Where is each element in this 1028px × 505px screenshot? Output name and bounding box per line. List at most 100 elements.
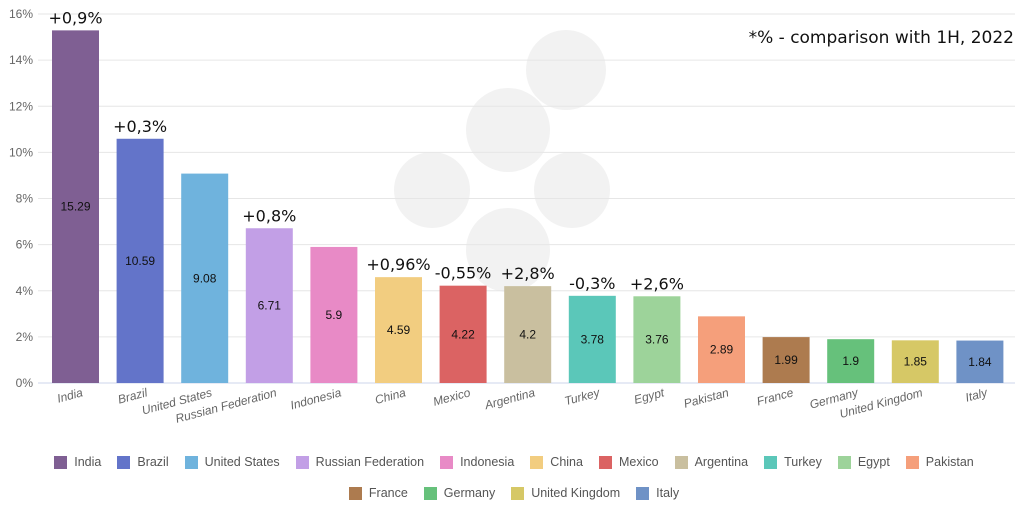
data-label: 9.08	[193, 271, 217, 285]
bar-turkey[interactable]	[568, 295, 616, 383]
change-annotation: +2,8%	[501, 264, 555, 283]
legend-swatch	[511, 486, 525, 500]
data-label: 4.59	[387, 323, 411, 337]
legend-item[interactable]: Italy	[636, 483, 679, 503]
legend-swatch	[674, 455, 688, 469]
change-annotation: +0,8%	[242, 206, 296, 225]
legend-label: United Kingdom	[531, 486, 621, 500]
data-label: 6.71	[258, 299, 282, 313]
legend-swatch	[598, 455, 612, 469]
bar-india[interactable]	[52, 30, 99, 383]
x-tick-label: Egypt	[632, 385, 666, 407]
change-annotation: +2,6%	[630, 274, 684, 293]
y-tick-label: 4%	[16, 284, 34, 298]
data-label: 10.59	[125, 254, 155, 268]
y-tick-label: 0%	[16, 376, 34, 390]
legend-label: India	[74, 455, 102, 469]
x-tick-label: Turkey	[563, 385, 602, 408]
legend-label: Italy	[656, 486, 680, 500]
bar-argentina[interactable]	[504, 286, 552, 383]
bar-pakistan[interactable]	[698, 316, 745, 383]
y-tick-label: 14%	[9, 53, 33, 67]
legend-item[interactable]: France	[348, 483, 408, 503]
legend-label: United States	[204, 455, 280, 469]
legend-item[interactable]: Mexico	[598, 452, 659, 472]
legend-item[interactable]: Turkey	[764, 452, 822, 472]
legend-label: Turkey	[784, 455, 822, 469]
bar-united-states[interactable]	[181, 173, 229, 383]
legend-item[interactable]: India	[54, 452, 101, 472]
legend-item[interactable]: Germany	[423, 483, 496, 503]
bar-italy[interactable]	[956, 340, 1004, 383]
watermark-logo	[394, 30, 610, 292]
legend-item[interactable]: United States	[184, 452, 280, 472]
legend-label: Mexico	[618, 455, 659, 469]
y-tick-label: 16%	[9, 7, 33, 21]
legend-swatch	[530, 455, 544, 469]
x-tick-label: Mexico	[432, 385, 473, 408]
data-label: 1.9	[842, 354, 859, 368]
legend-swatch	[184, 455, 198, 469]
data-label: 5.9	[326, 308, 343, 322]
legend-label: Argentina	[694, 455, 749, 469]
change-annotation: +0,3%	[113, 117, 167, 136]
change-annotation: -0,55%	[435, 264, 492, 283]
legend-item[interactable]: Pakistan	[905, 452, 974, 472]
bar-france[interactable]	[762, 337, 810, 383]
legend-swatch	[764, 455, 778, 469]
x-tick-label: France	[755, 385, 795, 408]
bar-united-kingdom[interactable]	[891, 340, 939, 383]
bar-china[interactable]	[375, 277, 422, 383]
change-annotation: -0,3%	[569, 274, 615, 293]
legend-item[interactable]: China	[530, 452, 583, 472]
data-label: 3.76	[645, 333, 669, 347]
x-tick-label: Italy	[964, 385, 990, 404]
legend-item[interactable]: United Kingdom	[511, 483, 620, 503]
legend-item[interactable]: Brazil	[117, 452, 169, 472]
x-tick-label: China	[373, 385, 407, 407]
legend-swatch	[348, 486, 362, 500]
x-tick-label: India	[56, 385, 85, 405]
bar-egypt[interactable]	[633, 296, 681, 383]
legend-swatch	[117, 455, 131, 469]
bar-brazil[interactable]	[116, 138, 164, 383]
x-tick-label: Indonesia	[289, 385, 343, 412]
legend-swatch	[423, 486, 437, 500]
legend-item[interactable]: Egypt	[837, 452, 890, 472]
comparison-note: *% - comparison with 1H, 2022	[748, 28, 1014, 48]
legend-label: Pakistan	[925, 455, 974, 469]
legend-label: Indonesia	[460, 455, 515, 469]
y-tick-label: 12%	[9, 99, 33, 113]
legend-label: Egypt	[857, 455, 890, 469]
data-label: 1.84	[968, 355, 992, 369]
legend-label: Germany	[443, 486, 496, 500]
legend-item[interactable]: Argentina	[674, 452, 749, 472]
data-label: 2.89	[710, 343, 734, 357]
y-tick-label: 2%	[16, 330, 34, 344]
data-label: 3.78	[581, 332, 605, 346]
legend-item[interactable]: Russian Federation	[295, 452, 425, 472]
bar-indonesia[interactable]	[310, 246, 358, 383]
legend-swatch	[440, 455, 454, 469]
data-label: 4.22	[451, 327, 475, 341]
bar-russian-federation[interactable]	[245, 228, 293, 383]
y-tick-label: 6%	[16, 238, 34, 252]
x-tick-label: Pakistan	[682, 385, 730, 411]
change-annotation: +0,96%	[366, 255, 430, 274]
bar-germany[interactable]	[827, 339, 875, 383]
legend-swatch	[905, 455, 919, 469]
legend-label: China	[550, 455, 583, 469]
legend-label: France	[368, 486, 408, 500]
data-label: 1.99	[774, 353, 798, 367]
y-tick-label: 8%	[16, 192, 34, 206]
bar-chart: 0% 2% 4% 6% 8% 10% 12% 14% 16% 15.29 +0,9% India 10…	[9, 7, 1015, 426]
data-label: 15.29	[60, 200, 90, 214]
legend-swatch	[295, 455, 309, 469]
legend-label: Brazil	[137, 455, 169, 469]
bar-mexico[interactable]	[439, 285, 487, 383]
x-tick-label: Argentina	[482, 385, 537, 412]
legend-label: Russian Federation	[315, 455, 425, 469]
change-annotation: +0,9%	[48, 8, 102, 27]
legend: India Brazil United States Russian Federati…	[10, 452, 1018, 503]
legend-item[interactable]: Indonesia	[440, 452, 514, 472]
